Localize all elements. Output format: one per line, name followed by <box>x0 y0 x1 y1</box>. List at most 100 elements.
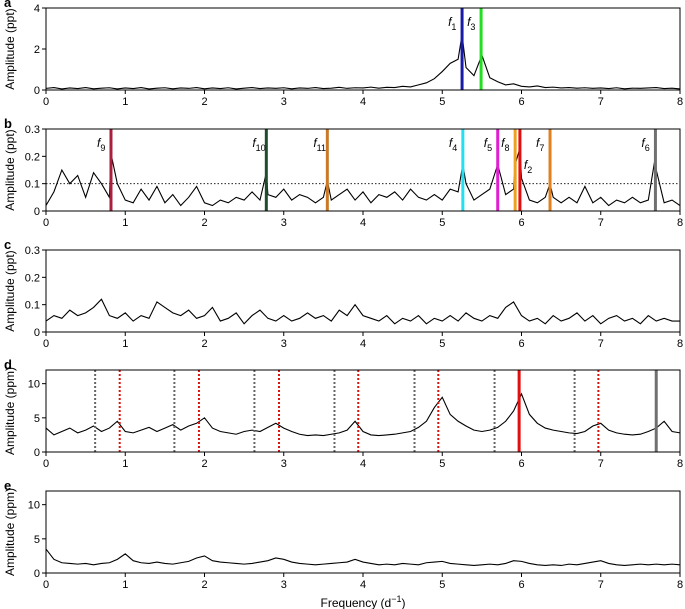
frequency-index: 2 <box>527 165 532 175</box>
x-tick-label: 4 <box>360 217 366 229</box>
y-axis-label: Amplitude (ppt) <box>3 250 17 331</box>
frequency-label: f1 <box>448 15 456 32</box>
y-tick-label: 10 <box>28 379 40 391</box>
x-tick-label: 8 <box>677 458 683 470</box>
x-tick-label: 8 <box>677 338 683 350</box>
x-tick-label: 1 <box>122 579 128 591</box>
y-tick-label: 4 <box>34 3 40 15</box>
plot-frame <box>45 128 681 212</box>
x-tick-label: 6 <box>518 338 524 350</box>
x-tick-label: 5 <box>439 458 445 470</box>
plot-frame <box>45 7 681 91</box>
frequency-symbol: f <box>97 136 102 150</box>
x-tick-label: 4 <box>360 579 366 591</box>
frequency-symbol: f <box>524 158 529 172</box>
frequency-symbol: f <box>448 15 453 29</box>
y-axis-label: Amplitude (ppt) <box>3 8 17 89</box>
frequency-label: f8 <box>501 136 509 153</box>
x-tick-label: 1 <box>122 458 128 470</box>
frequency-symbol: f <box>536 136 541 150</box>
frequency-index: 3 <box>470 22 475 32</box>
y-tick-label: 0.2 <box>25 272 40 284</box>
frequency-label: f4 <box>449 136 457 153</box>
x-tick-label: 5 <box>439 338 445 350</box>
frequency-label: f6 <box>641 136 649 153</box>
x-tick-label: 3 <box>281 338 287 350</box>
frequency-index: 9 <box>100 143 105 153</box>
y-tick-label: 0 <box>34 447 40 459</box>
x-tick-label: 5 <box>439 96 445 108</box>
y-tick-label: 2 <box>34 44 40 56</box>
panel-letter: a <box>4 0 12 10</box>
panel-letter: b <box>4 116 12 131</box>
spectrum <box>45 34 681 90</box>
spectrum <box>45 392 681 437</box>
x-tick-label: 7 <box>598 96 604 108</box>
x-tick-label: 6 <box>518 458 524 470</box>
plot-frame <box>45 369 681 453</box>
panel-letter: e <box>4 478 11 493</box>
x-tick-label: 1 <box>122 217 128 229</box>
frequency-label: f3 <box>467 15 475 32</box>
frequency-index: 7 <box>539 143 544 153</box>
x-tick-label: 2 <box>201 579 207 591</box>
x-tick-label: 0 <box>43 458 49 470</box>
x-tick-label: 7 <box>598 338 604 350</box>
frequency-label: f5 <box>484 136 492 153</box>
y-tick-label: 0.3 <box>25 124 40 136</box>
frequency-index: 6 <box>645 143 650 153</box>
x-tick-label: 0 <box>43 217 49 229</box>
x-tick-label: 2 <box>201 217 207 229</box>
frequency-symbol: f <box>449 136 454 150</box>
x-tick-label: 3 <box>281 217 287 229</box>
frequency-index: 4 <box>452 143 457 153</box>
y-tick-label: 0.1 <box>25 300 40 312</box>
x-tick-label: 1 <box>122 96 128 108</box>
x-axis-label-text: Frequency (d <box>321 596 392 609</box>
x-tick-label: 1 <box>122 338 128 350</box>
x-axis-label-close: ) <box>401 596 405 609</box>
x-tick-label: 3 <box>281 458 287 470</box>
x-tick-label: 3 <box>281 579 287 591</box>
x-tick-label: 5 <box>439 579 445 591</box>
frequency-label: f9 <box>97 136 105 153</box>
panel-letter: d <box>4 357 12 372</box>
x-tick-label: 0 <box>43 338 49 350</box>
frequency-index: 5 <box>487 143 492 153</box>
x-tick-label: 7 <box>598 458 604 470</box>
y-tick-label: 0 <box>34 327 40 339</box>
x-axis-label-sup: −1 <box>391 594 401 604</box>
frequency-symbol: f <box>467 15 472 29</box>
x-tick-label: 5 <box>439 217 445 229</box>
x-tick-label: 2 <box>201 458 207 470</box>
y-tick-label: 0 <box>34 85 40 97</box>
spectrum <box>45 548 681 567</box>
x-tick-label: 4 <box>360 96 366 108</box>
frequency-symbol: f <box>484 136 489 150</box>
spectrum <box>45 147 681 207</box>
y-tick-label: 0.1 <box>25 179 40 191</box>
frequency-label: f2 <box>524 158 532 175</box>
spectrum <box>45 298 680 325</box>
x-tick-label: 4 <box>360 458 366 470</box>
frequency-label: f7 <box>536 136 544 153</box>
x-tick-label: 8 <box>677 579 683 591</box>
frequency-index: 10 <box>256 143 266 153</box>
frequency-index: 11 <box>317 143 326 153</box>
y-tick-label: 0.2 <box>25 151 40 163</box>
y-tick-label: 0.3 <box>25 245 40 257</box>
y-axis-label: Amplitude (ppt) <box>3 129 17 210</box>
frequency-symbol: f <box>501 136 506 150</box>
frequency-index: 1 <box>451 22 456 32</box>
y-tick-label: 0 <box>34 206 40 218</box>
x-axis-label: Frequency (d−1) <box>321 594 406 609</box>
x-tick-label: 7 <box>598 579 604 591</box>
panel-letter: c <box>4 237 11 252</box>
x-tick-label: 6 <box>518 96 524 108</box>
x-tick-label: 2 <box>201 96 207 108</box>
y-tick-label: 0 <box>34 568 40 580</box>
frequency-symbol: f <box>313 136 318 150</box>
plot-frame <box>45 490 681 574</box>
x-tick-label: 2 <box>201 338 207 350</box>
